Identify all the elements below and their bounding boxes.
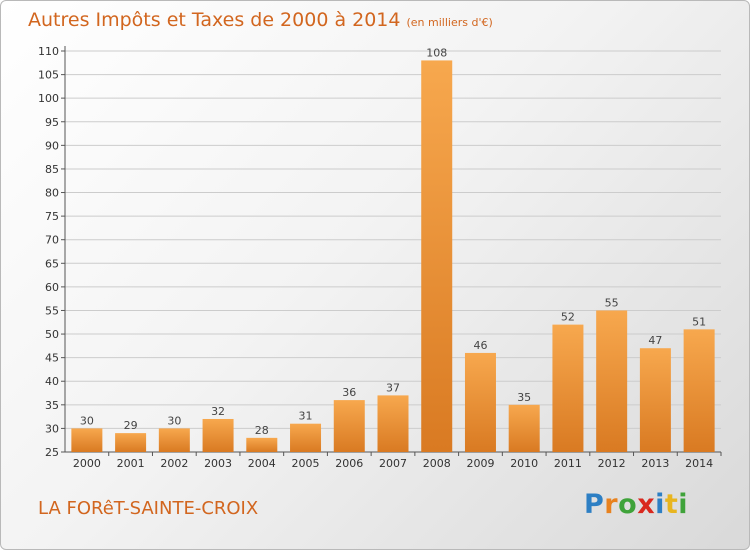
- x-tick-label: 2009: [466, 457, 494, 470]
- value-label: 55: [605, 296, 619, 309]
- x-tick-label: 2006: [335, 457, 363, 470]
- x-tick-label: 2008: [423, 457, 451, 470]
- y-tick-label: 35: [45, 399, 59, 412]
- value-label: 29: [124, 419, 138, 432]
- x-tick-label: 2004: [248, 457, 276, 470]
- y-tick-labels: 25 30 35 40 45 50 55 60 65 70 75 80 85 90 95 100 105 110: [38, 45, 59, 459]
- x-tick-label: 2014: [685, 457, 713, 470]
- value-label: 46: [473, 339, 487, 352]
- value-label: 30: [167, 414, 181, 427]
- value-label: 52: [561, 311, 575, 324]
- x-tick-label: 2012: [598, 457, 626, 470]
- value-label: 47: [648, 334, 662, 347]
- proxiti-logo: Proxiti: [584, 489, 689, 520]
- value-labels: 30 29 30 32 28 31 36 37 108 46 35 52 55 47 51: [80, 46, 706, 436]
- y-tick-label: 25: [45, 446, 59, 459]
- chart-title: Autres Impôts et Taxes de 2000 à 2014 (en…: [28, 9, 493, 31]
- bars: [71, 60, 715, 452]
- y-tick-label: 85: [45, 163, 59, 176]
- commune-name: LA FORêT-SAINTE-CROIX: [38, 498, 259, 519]
- bar: [683, 329, 715, 452]
- x-tick-label: 2003: [204, 457, 232, 470]
- y-tick-label: 45: [45, 352, 59, 365]
- bar: [421, 60, 453, 452]
- bar: [464, 352, 496, 452]
- value-label: 108: [426, 46, 447, 59]
- y-tick-label: 95: [45, 116, 59, 129]
- chart-title-text: Autres Impôts et Taxes de 2000 à 2014: [28, 9, 401, 31]
- y-tick-label: 30: [45, 422, 59, 435]
- x-tick-label: 2013: [641, 457, 669, 470]
- bar: [202, 418, 234, 452]
- chart-unit: (en milliers d'€): [406, 16, 493, 29]
- x-tick-label: 2002: [160, 457, 188, 470]
- x-tick-label: 2010: [510, 457, 538, 470]
- value-label: 37: [386, 381, 400, 394]
- y-tick-label: 60: [45, 281, 59, 294]
- y-tick-label: 105: [38, 69, 59, 82]
- x-tick-labels: 2000 2001 2002 2003 2004 2005 2006 2007 2008 2009…: [73, 457, 713, 470]
- value-label: 35: [517, 391, 531, 404]
- y-tick-label: 40: [45, 375, 59, 388]
- x-tick-label: 2011: [554, 457, 582, 470]
- bar: [158, 428, 190, 452]
- x-tick-label: 2000: [73, 457, 101, 470]
- value-label: 31: [299, 410, 313, 423]
- y-tick-label: 75: [45, 210, 59, 223]
- bar: [246, 437, 278, 452]
- bar: [508, 404, 540, 452]
- bar: [552, 324, 584, 452]
- y-tick-label: 100: [38, 92, 59, 105]
- value-label: 28: [255, 424, 269, 437]
- value-label: 36: [342, 386, 356, 399]
- bar: [377, 395, 409, 452]
- x-tick-label: 2005: [292, 457, 320, 470]
- x-tick-label: 2001: [117, 457, 145, 470]
- y-tick-label: 80: [45, 187, 59, 200]
- value-label: 32: [211, 405, 225, 418]
- bar: [639, 348, 671, 452]
- y-tick-label: 110: [38, 45, 59, 58]
- bar: [596, 310, 628, 452]
- y-tick-label: 50: [45, 328, 59, 341]
- bar: [115, 433, 147, 452]
- y-tick-label: 65: [45, 257, 59, 270]
- y-tick-label: 90: [45, 139, 59, 152]
- bar: [333, 400, 365, 452]
- bar: [290, 423, 322, 452]
- y-tick-label: 70: [45, 234, 59, 247]
- value-label: 51: [692, 315, 706, 328]
- bar: [71, 428, 103, 452]
- x-tick-label: 2007: [379, 457, 407, 470]
- y-tick-label: 55: [45, 304, 59, 317]
- value-label: 30: [80, 414, 94, 427]
